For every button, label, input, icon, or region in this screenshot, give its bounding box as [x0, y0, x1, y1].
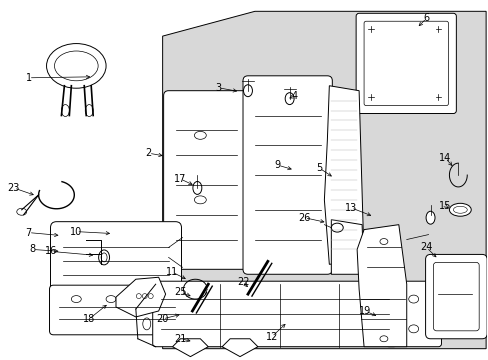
- Ellipse shape: [408, 325, 418, 333]
- Text: 12: 12: [265, 332, 277, 342]
- Ellipse shape: [85, 105, 93, 117]
- Polygon shape: [331, 220, 364, 274]
- Text: 15: 15: [438, 201, 451, 211]
- Text: 16: 16: [45, 247, 58, 256]
- Text: 5: 5: [316, 163, 322, 173]
- Text: 13: 13: [345, 203, 357, 213]
- Ellipse shape: [142, 318, 150, 330]
- Text: 10: 10: [70, 226, 82, 237]
- Text: 17: 17: [174, 174, 186, 184]
- Ellipse shape: [425, 211, 434, 224]
- Ellipse shape: [243, 85, 252, 96]
- Ellipse shape: [285, 93, 293, 105]
- Text: 11: 11: [166, 267, 178, 277]
- FancyBboxPatch shape: [385, 281, 441, 347]
- Ellipse shape: [448, 203, 470, 216]
- Ellipse shape: [192, 181, 202, 194]
- Text: 25: 25: [174, 287, 186, 297]
- Text: 18: 18: [83, 314, 95, 324]
- Text: 14: 14: [438, 153, 450, 163]
- FancyBboxPatch shape: [163, 91, 247, 269]
- Text: 19: 19: [358, 306, 370, 316]
- FancyBboxPatch shape: [49, 285, 184, 335]
- Text: 26: 26: [298, 213, 310, 223]
- Text: 8: 8: [30, 244, 36, 255]
- Text: 3: 3: [215, 83, 221, 93]
- Polygon shape: [172, 339, 208, 357]
- Ellipse shape: [408, 295, 418, 303]
- Polygon shape: [116, 277, 165, 317]
- Text: 24: 24: [420, 243, 432, 252]
- FancyBboxPatch shape: [152, 281, 396, 347]
- Ellipse shape: [17, 208, 27, 215]
- Text: 21: 21: [174, 334, 186, 344]
- Text: 20: 20: [156, 314, 168, 324]
- Polygon shape: [163, 11, 485, 349]
- Text: 23: 23: [8, 183, 20, 193]
- FancyBboxPatch shape: [355, 13, 455, 113]
- Text: 7: 7: [25, 228, 32, 238]
- FancyBboxPatch shape: [425, 255, 486, 339]
- Ellipse shape: [99, 250, 109, 265]
- Text: 9: 9: [274, 160, 280, 170]
- Ellipse shape: [61, 105, 69, 117]
- FancyBboxPatch shape: [50, 222, 181, 293]
- Polygon shape: [324, 86, 364, 264]
- Ellipse shape: [331, 223, 343, 232]
- Text: 4: 4: [291, 91, 297, 101]
- Ellipse shape: [379, 239, 387, 244]
- Text: 1: 1: [25, 73, 32, 83]
- Text: 2: 2: [145, 148, 152, 158]
- Ellipse shape: [379, 336, 387, 342]
- Text: 6: 6: [423, 13, 429, 23]
- Polygon shape: [222, 339, 257, 357]
- Ellipse shape: [46, 44, 106, 88]
- FancyBboxPatch shape: [243, 76, 332, 274]
- Text: 22: 22: [236, 277, 249, 287]
- Polygon shape: [356, 225, 406, 347]
